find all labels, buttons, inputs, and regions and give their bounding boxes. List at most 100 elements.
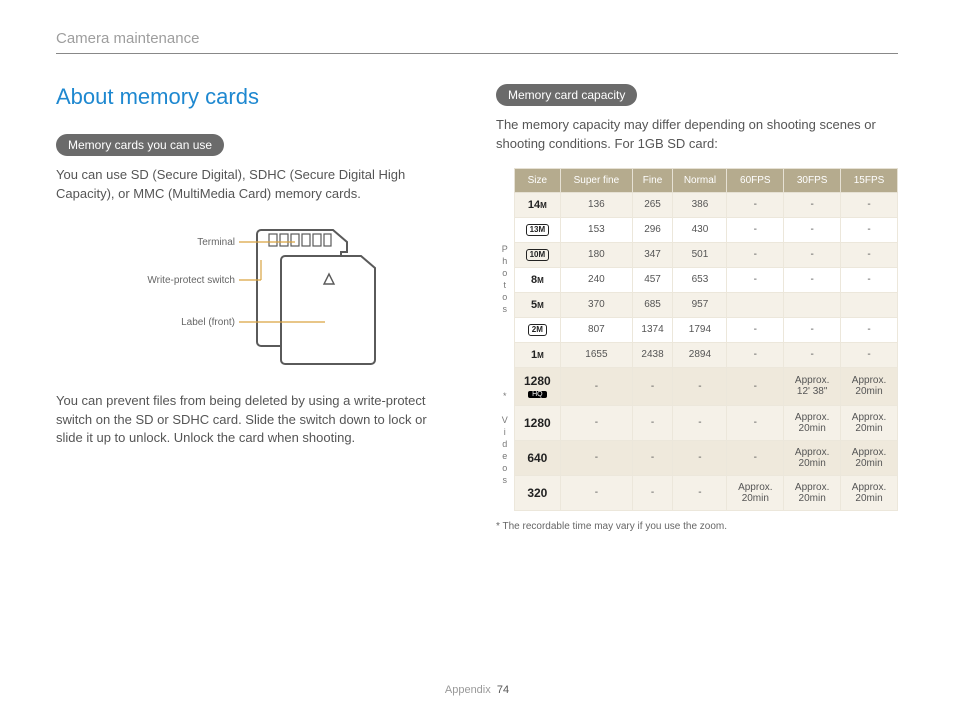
right-column: Memory card capacity The memory capacity… <box>496 84 898 532</box>
table-cell: Approx.20min <box>784 475 841 510</box>
paragraph-capacity-intro: The memory capacity may differ depending… <box>496 116 898 154</box>
sd-card-diagram: Terminal Write-protect switch Label (fro… <box>56 222 456 372</box>
size-cell: 10M <box>514 242 561 267</box>
table-cell: - <box>784 217 841 242</box>
table-cell: Approx.12' 38" <box>784 367 841 405</box>
table-row: Photos14M136265386--- <box>496 192 898 217</box>
table-cell: - <box>561 440 632 475</box>
size-cell: 5M <box>514 292 561 317</box>
table-row: 1M165524382894--- <box>496 342 898 367</box>
table-row: * Videos1280HQ----Approx.12' 38"Approx.2… <box>496 367 898 405</box>
paragraph-cards-use: You can use SD (Secure Digital), SDHC (S… <box>56 166 456 204</box>
table-cell: - <box>727 317 784 342</box>
table-cell: 957 <box>673 292 727 317</box>
table-cell: - <box>784 192 841 217</box>
table-cell: 457 <box>632 267 673 292</box>
table-cell: - <box>727 405 784 440</box>
paragraph-write-protect: You can prevent files from being deleted… <box>56 392 456 449</box>
table-col-header: Normal <box>673 168 727 192</box>
left-column: About memory cards Memory cards you can … <box>56 84 456 532</box>
table-col-header: 60FPS <box>727 168 784 192</box>
table-cell: - <box>727 267 784 292</box>
table-cell: - <box>727 440 784 475</box>
table-col-header: Fine <box>632 168 673 192</box>
table-cell: - <box>632 367 673 405</box>
table-cell: - <box>673 405 727 440</box>
table-cell: 2894 <box>673 342 727 367</box>
table-cell: - <box>632 440 673 475</box>
table-cell: 501 <box>673 242 727 267</box>
table-cell: - <box>841 217 898 242</box>
breadcrumb: Camera maintenance <box>56 30 898 47</box>
table-cell: 153 <box>561 217 632 242</box>
table-cell: 136 <box>561 192 632 217</box>
table-cell: - <box>841 242 898 267</box>
table-cell: - <box>841 267 898 292</box>
pill-memory-capacity: Memory card capacity <box>496 84 637 106</box>
table-cell: 685 <box>632 292 673 317</box>
table-cell: - <box>784 267 841 292</box>
table-cell: 347 <box>632 242 673 267</box>
table-cell: 370 <box>561 292 632 317</box>
table-cell: 180 <box>561 242 632 267</box>
table-cell: - <box>561 405 632 440</box>
table-cell: 296 <box>632 217 673 242</box>
capacity-table: SizeSuper fineFineNormal60FPS30FPS15FPS … <box>496 168 898 511</box>
table-cell: 2438 <box>632 342 673 367</box>
size-cell: 2M <box>514 317 561 342</box>
table-cell: - <box>727 192 784 217</box>
table-cell: - <box>841 192 898 217</box>
table-cell: - <box>561 475 632 510</box>
table-cell: Approx.20min <box>841 475 898 510</box>
table-cell: 807 <box>561 317 632 342</box>
table-row: 5M370685957 <box>496 292 898 317</box>
size-cell: 1280HQ <box>514 367 561 405</box>
page-header: Camera maintenance <box>56 30 898 54</box>
table-footnote: * The recordable time may vary if you us… <box>496 521 898 532</box>
table-cell: - <box>841 342 898 367</box>
table-cell <box>841 292 898 317</box>
table-cell <box>784 292 841 317</box>
table-cell: Approx.20min <box>841 440 898 475</box>
footer-page-number: 74 <box>497 684 509 696</box>
size-cell: 1M <box>514 342 561 367</box>
label-front: Label (front) <box>181 317 235 328</box>
table-head: SizeSuper fineFineNormal60FPS30FPS15FPS <box>496 168 898 192</box>
table-cell: Approx.20min <box>841 367 898 405</box>
table-body: Photos14M136265386---13M153296430---10M1… <box>496 192 898 510</box>
size-cell: 640 <box>514 440 561 475</box>
size-cell: 13M <box>514 217 561 242</box>
table-cell: Approx.20min <box>841 405 898 440</box>
table-cell: 1655 <box>561 342 632 367</box>
table-row: 320---Approx.20minApprox.20minApprox.20m… <box>496 475 898 510</box>
size-cell: 1280 <box>514 405 561 440</box>
size-cell: 14M <box>514 192 561 217</box>
table-cell: 240 <box>561 267 632 292</box>
table-cell: Approx.20min <box>784 440 841 475</box>
table-row: 2M80713741794--- <box>496 317 898 342</box>
table-cell: 1794 <box>673 317 727 342</box>
table-cell: - <box>673 440 727 475</box>
page-footer: Appendix 74 <box>0 684 954 696</box>
table-row: 13M153296430--- <box>496 217 898 242</box>
table-cell: - <box>727 367 784 405</box>
table-cell: - <box>632 475 673 510</box>
table-cell <box>727 292 784 317</box>
sd-card-svg: Terminal Write-protect switch Label (fro… <box>111 222 401 372</box>
section-title: About memory cards <box>56 84 456 110</box>
table-cell: 1374 <box>632 317 673 342</box>
table-cell: Approx.20min <box>784 405 841 440</box>
footer-section: Appendix <box>445 684 491 696</box>
table-cell: - <box>784 342 841 367</box>
table-col-header: 15FPS <box>841 168 898 192</box>
table-cell: - <box>673 367 727 405</box>
size-cell: 320 <box>514 475 561 510</box>
table-cell: Approx.20min <box>727 475 784 510</box>
table-cell: 430 <box>673 217 727 242</box>
pill-memory-cards-use: Memory cards you can use <box>56 134 224 156</box>
group-label-videos: * Videos <box>496 367 514 510</box>
table-col-header: Super fine <box>561 168 632 192</box>
table-cell: - <box>727 342 784 367</box>
table-cell: - <box>841 317 898 342</box>
table-cell: 265 <box>632 192 673 217</box>
